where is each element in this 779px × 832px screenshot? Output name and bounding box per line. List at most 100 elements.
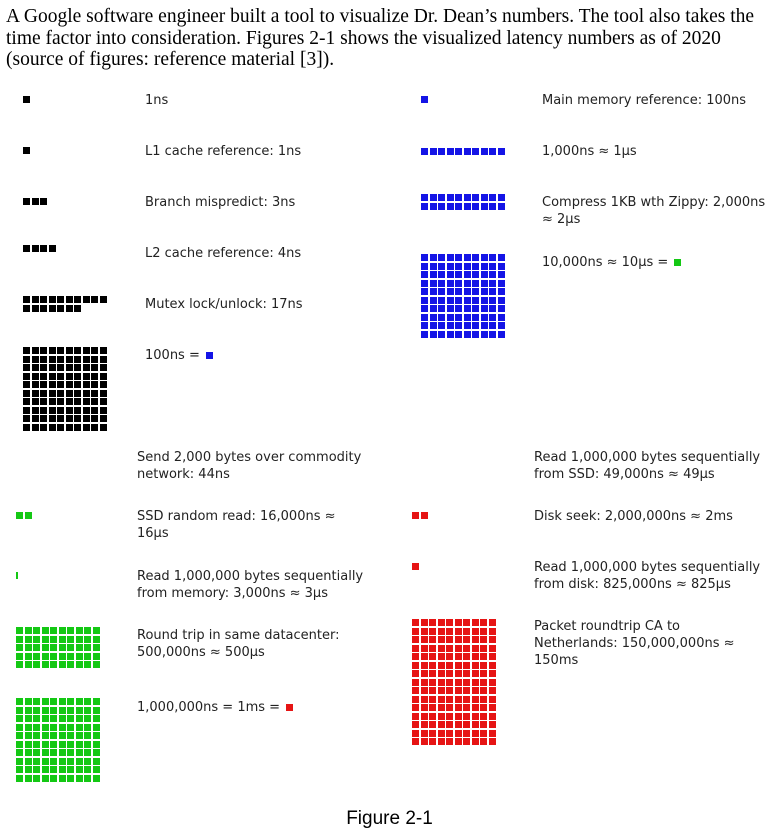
latency-block (41, 723, 49, 731)
latency-block (16, 572, 18, 579)
latency-block (437, 644, 445, 652)
latency-block (480, 305, 488, 312)
latency-block (75, 715, 83, 722)
latency-block (58, 723, 66, 731)
latency-block (41, 774, 49, 782)
latency-block (421, 288, 428, 295)
latency-block (57, 355, 64, 363)
latency-block (420, 619, 428, 626)
latency-block (463, 296, 471, 304)
latency-block (75, 723, 83, 731)
latency-block (84, 644, 91, 651)
latency-block (480, 202, 488, 210)
latency-block (412, 563, 419, 570)
latency-block (48, 423, 56, 431)
latency-block (40, 355, 47, 363)
latency-block (74, 364, 81, 371)
latency-block (437, 670, 445, 677)
latency-block (99, 423, 107, 431)
latency-block (412, 729, 419, 737)
label-text: Disk seek: 2,000,000ns ≈ 2ms (534, 509, 733, 524)
latency-block (99, 398, 107, 405)
latency-block (429, 653, 436, 660)
equivalent-block-icon (286, 704, 294, 711)
latency-block (67, 635, 74, 643)
latency-block (74, 304, 81, 312)
latency-block (41, 698, 49, 705)
latency-block (472, 296, 479, 304)
latency-block (84, 774, 91, 782)
latency-block (50, 715, 57, 722)
latency-block (91, 415, 98, 422)
latency-block (65, 364, 73, 371)
latency-block (480, 729, 487, 737)
latency-block (24, 749, 32, 756)
latency-block (429, 695, 436, 703)
latency-block (454, 670, 462, 677)
latency-block (65, 355, 73, 363)
latency-label-ns100: 100ns = (145, 347, 213, 364)
latency-block (31, 347, 39, 354)
latency-block (24, 644, 32, 651)
latency-block (40, 304, 47, 312)
latency-block (33, 723, 40, 731)
latency-block (99, 389, 107, 397)
latency-block (438, 305, 445, 312)
latency-block (16, 652, 23, 660)
label-line: ≈ 2µs (542, 212, 581, 227)
latency-block (31, 406, 39, 414)
latency-block (412, 653, 419, 660)
latency-block (455, 288, 462, 295)
latency-block (33, 661, 40, 668)
latency-block (420, 661, 428, 669)
latency-block (31, 415, 39, 422)
latency-block (497, 288, 505, 295)
latency-block (40, 198, 47, 205)
latency-block (58, 766, 66, 773)
latency-block (454, 627, 462, 635)
latency-block (57, 398, 64, 405)
latency-block (420, 687, 428, 694)
equivalent-block-icon (674, 259, 682, 266)
latency-block (488, 653, 496, 660)
latency-block (420, 636, 428, 643)
latency-block (463, 738, 470, 745)
latency-block (57, 423, 64, 431)
latency-block (57, 406, 64, 414)
latency-block (455, 279, 462, 287)
latency-block (84, 749, 91, 756)
latency-block (438, 330, 445, 338)
latency-block (74, 296, 81, 303)
latency-block (488, 627, 496, 635)
latency-block (472, 313, 479, 321)
latency-block (463, 279, 471, 287)
latency-block (23, 296, 30, 303)
latency-block (82, 398, 90, 405)
latency-block (16, 774, 23, 782)
latency-block (33, 715, 40, 722)
latency-block (480, 687, 487, 694)
latency-label-mainmem: Main memory reference: 100ns (542, 92, 746, 109)
latency-block (454, 678, 462, 686)
latency-label-packet: Packet roundtrip CA to Netherlands: 150,0… (534, 618, 735, 669)
latency-block (471, 721, 479, 728)
latency-block (446, 653, 453, 660)
latency-block (16, 749, 23, 756)
latency-block (480, 653, 487, 660)
latency-block (65, 296, 73, 303)
latency-block (75, 706, 83, 714)
latency-block (463, 322, 471, 329)
latency-block (50, 661, 57, 668)
latency-block (488, 695, 496, 703)
latency-block (421, 322, 428, 329)
latency-block (57, 372, 64, 380)
latency-block (75, 757, 83, 765)
latency-block (497, 296, 505, 304)
latency-block (421, 262, 428, 270)
latency-block (16, 740, 23, 748)
latency-block (92, 635, 100, 643)
latency-block (92, 740, 100, 748)
latency-block (58, 627, 66, 634)
latency-block (437, 627, 445, 635)
latency-block (99, 381, 107, 388)
